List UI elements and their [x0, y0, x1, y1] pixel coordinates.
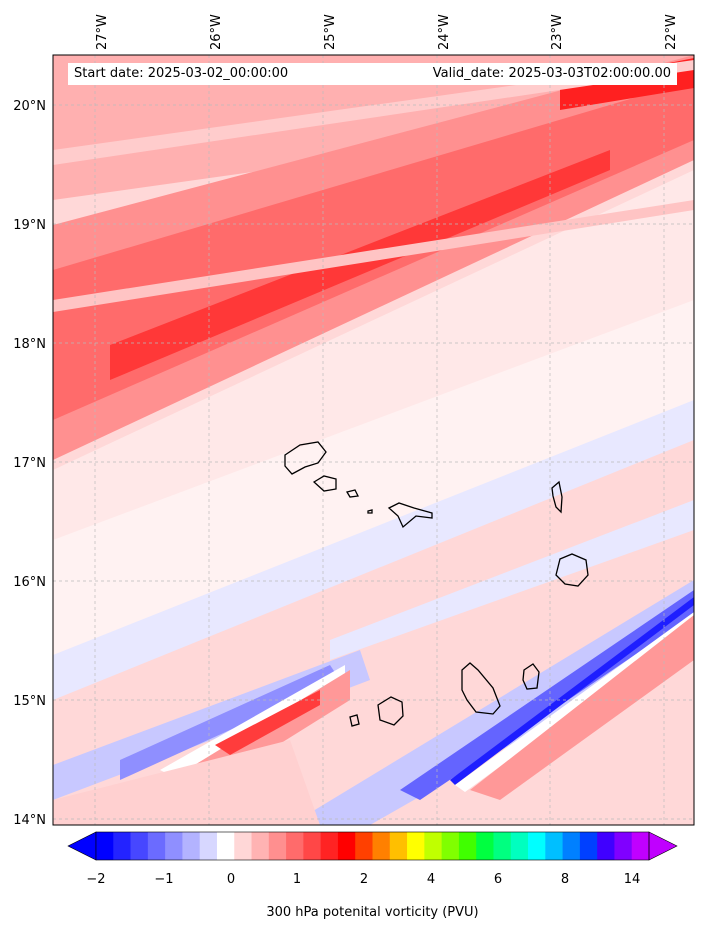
lon-label-22w: 22°W: [664, 14, 679, 50]
colorbar-cells: [96, 832, 650, 860]
colorbar-cell: [234, 832, 252, 860]
pv-jet-core: [110, 150, 610, 380]
pv-streak-1: [53, 60, 694, 165]
colorbar-cell: [337, 832, 356, 860]
island-boa-vista: [555, 553, 589, 587]
colorbar-outline: [95, 831, 650, 861]
colorbar-cell: [545, 832, 563, 860]
island-brava: [349, 714, 360, 727]
longitude-labels: 27°W 26°W 25°W 24°W 23°W 22°W: [95, 14, 679, 50]
lat-label-15n: 15°N: [13, 694, 46, 709]
colorbar-cell: [562, 832, 581, 860]
island-santo-antao: [284, 441, 327, 475]
colorbar-title: 300 hPa potenital vorticity (PVU): [266, 905, 479, 920]
colorbar-cell: [631, 832, 650, 860]
lat-label-18n: 18°N: [13, 337, 46, 352]
colorbar-cell: [476, 832, 494, 860]
pv-sw-red-core: [215, 690, 320, 755]
island-raso: [367, 509, 373, 514]
colorbar-cell: [597, 832, 615, 860]
start-date-label: Start date: 2025-03-02_00:00:00: [74, 66, 289, 81]
island-sao-vicente: [312, 475, 337, 492]
colorbar-cell: [96, 832, 114, 860]
lat-label-14n: 14°N: [13, 813, 46, 828]
island-santiago: [461, 662, 501, 715]
colorbar-ticks: −2 −1 0 1 2 4 6 8 14: [86, 872, 640, 887]
colorbar-cell: [130, 832, 149, 860]
island-sao-nicolau: [387, 502, 433, 529]
pv-se-blue-outer: [290, 580, 694, 825]
lat-label-20n: 20°N: [13, 99, 46, 114]
colorbar-cell: [372, 832, 391, 860]
colorbar-max-extend: [648, 831, 678, 861]
colorbar-cell: [579, 832, 598, 860]
island-maio: [522, 663, 540, 690]
pv-field: [53, 55, 694, 825]
cb-tick-label: 4: [427, 872, 435, 887]
cb-tick-label: 8: [561, 872, 569, 887]
colorbar-cell: [286, 832, 304, 860]
colorbar-cell: [268, 832, 287, 860]
colorbar-cell: [493, 832, 512, 860]
lon-label-25w: 25°W: [323, 14, 338, 50]
island-sal: [551, 480, 563, 514]
colorbar-cell: [165, 832, 183, 860]
pv-sw-blue-inner: [120, 665, 340, 780]
pv-se-blue-mid: [400, 590, 694, 800]
pv-se-blue-core: [450, 597, 694, 785]
colorbar-min-extend: [67, 831, 97, 861]
island-fogo: [377, 696, 404, 726]
pv-streak-2: [53, 200, 694, 312]
cb-tick-label: 6: [494, 872, 502, 887]
colorbar-cell: [303, 832, 322, 860]
colorbar-cell: [424, 832, 443, 860]
date-header: Start date: 2025-03-02_00:00:00 Valid_da…: [68, 63, 677, 85]
lon-label-26w: 26°W: [209, 14, 224, 50]
colorbar-cell: [389, 832, 408, 860]
colorbar-cell: [199, 832, 218, 860]
colorbar-cell: [458, 832, 477, 860]
pv-se-red-band: [470, 615, 694, 800]
colorbar: −2 −1 0 1 2 4 6 8 14: [67, 831, 678, 887]
colorbar-cell: [528, 832, 546, 860]
latitude-labels: 20°N 19°N 18°N 17°N 16°N 15°N 14°N: [13, 99, 46, 828]
colorbar-cell: [251, 832, 270, 860]
pv-blue-light-band-1: [53, 400, 694, 700]
colorbar-cell: [320, 832, 339, 860]
island-santa-luzia: [345, 489, 359, 498]
lon-label-27w: 27°W: [95, 14, 110, 50]
cb-tick-label: −1: [154, 872, 173, 887]
lat-label-16n: 16°N: [13, 575, 46, 590]
colorbar-cell: [147, 832, 166, 860]
lat-label-17n: 17°N: [13, 456, 46, 471]
pv-south-pink: [53, 740, 320, 825]
valid-date-label: Valid_date: 2025-03-03T02:00:00.00: [432, 66, 671, 81]
map-frame: [52, 54, 695, 826]
colorbar-cell: [441, 832, 460, 860]
pv-se-white-gap: [455, 612, 694, 792]
lon-label-23w: 23°W: [550, 14, 565, 50]
cb-tick-label: −2: [86, 872, 105, 887]
lat-label-19n: 19°N: [13, 218, 46, 233]
colorbar-cell: [113, 832, 131, 860]
colorbar-cell: [614, 832, 633, 860]
coastlines: [284, 441, 589, 727]
colorbar-cell: [407, 832, 425, 860]
lon-label-24w: 24°W: [437, 14, 452, 50]
colorbar-cell: [182, 832, 201, 860]
cb-tick-label: 0: [227, 872, 235, 887]
cb-tick-label: 1: [293, 872, 301, 887]
gridlines: [53, 55, 694, 825]
pv-blue-light-band-2: [330, 500, 694, 660]
cb-tick-label: 14: [624, 872, 641, 887]
colorbar-cell: [216, 832, 235, 860]
colorbar-cell: [355, 832, 373, 860]
colorbar-cell: [510, 832, 529, 860]
cb-tick-label: 2: [360, 872, 368, 887]
